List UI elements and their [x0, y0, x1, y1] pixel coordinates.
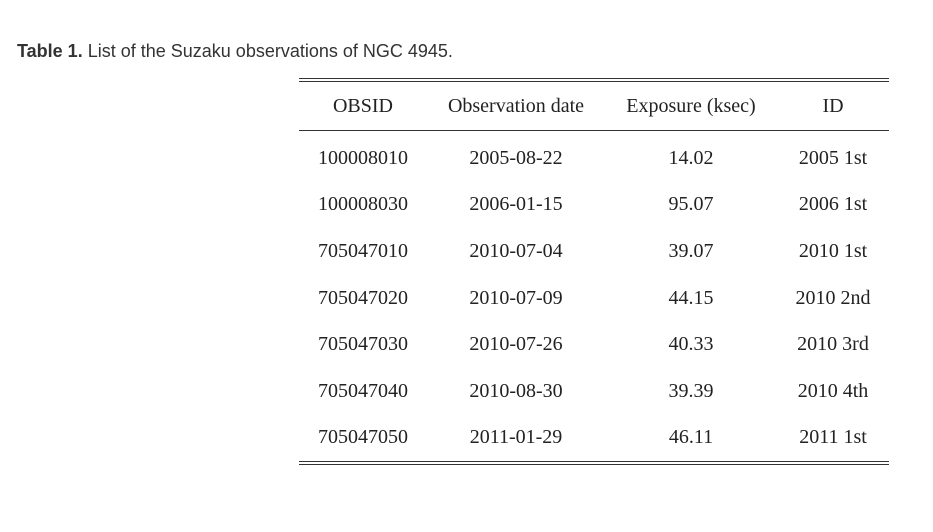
cell-id: 2010 4th: [797, 379, 869, 402]
table-row: 100008010 2005-08-22 14.02 2005 1st: [299, 131, 889, 182]
cell-id: 2010 1st: [798, 239, 868, 262]
table-row: 705047050 2011-01-29 46.11 2011 1st: [299, 415, 889, 462]
table-caption: Table 1. List of the Suzaku observations…: [17, 41, 453, 62]
cell-id: 2005 1st: [798, 146, 868, 169]
cell-date: 2006-01-15: [469, 193, 563, 216]
cell-exposure: 14.02: [668, 146, 714, 169]
caption-text: List of the Suzaku observations of NGC 4…: [87, 41, 453, 61]
observations-table: OBSID Observation date Exposure (ksec) I…: [299, 78, 889, 466]
data-table: OBSID Observation date Exposure (ksec) I…: [299, 82, 889, 130]
cell-exposure: 46.11: [668, 426, 714, 449]
cell-exposure: 39.39: [668, 379, 714, 402]
table-row: 705047010 2010-07-04 39.07 2010 1st: [299, 228, 889, 275]
top-rule: [299, 78, 889, 82]
cell-id: 2011 1st: [799, 426, 867, 449]
cell-obsid: 705047010: [318, 239, 408, 262]
header-id: ID: [822, 94, 844, 117]
cell-exposure: 95.07: [668, 193, 714, 216]
cell-obsid: 705047030: [318, 333, 408, 356]
cell-date: 2010-08-30: [469, 379, 563, 402]
cell-date: 2010-07-09: [469, 286, 563, 309]
cell-exposure: 44.15: [668, 286, 714, 309]
header-observation-date: Observation date: [447, 94, 585, 117]
cell-id: 2006 1st: [798, 193, 868, 216]
cell-id: 2010 2nd: [795, 286, 871, 309]
table-row: 705047030 2010-07-26 40.33 2010 3rd: [299, 321, 889, 368]
header-exposure: Exposure (ksec): [626, 94, 756, 117]
cell-date: 2010-07-26: [469, 333, 563, 356]
cell-obsid: 705047050: [318, 426, 408, 449]
cell-obsid: 705047040: [318, 379, 408, 402]
data-table-body: 100008010 2005-08-22 14.02 2005 1st 1000…: [299, 131, 889, 461]
header-rule: [299, 130, 889, 131]
cell-date: 2011-01-29: [469, 426, 563, 449]
cell-date: 2005-08-22: [469, 146, 563, 169]
cell-exposure: 39.07: [668, 239, 714, 262]
cell-date: 2010-07-04: [469, 239, 563, 262]
cell-id: 2010 3rd: [797, 333, 869, 356]
table-row: 705047040 2010-08-30 39.39 2010 4th: [299, 368, 889, 415]
header-obsid: OBSID: [332, 94, 393, 117]
cell-obsid: 100008030: [318, 193, 408, 216]
table-row: 100008030 2006-01-15 95.07 2006 1st: [299, 182, 889, 229]
bottom-rule: [299, 461, 889, 466]
cell-obsid: 705047020: [318, 286, 408, 309]
caption-label: Table 1.: [17, 41, 83, 61]
cell-exposure: 40.33: [668, 333, 714, 356]
cell-obsid: 100008010: [318, 146, 408, 169]
header-row: OBSID Observation date Exposure (ksec) I…: [299, 82, 889, 130]
table-row: 705047020 2010-07-09 44.15 2010 2nd: [299, 275, 889, 322]
